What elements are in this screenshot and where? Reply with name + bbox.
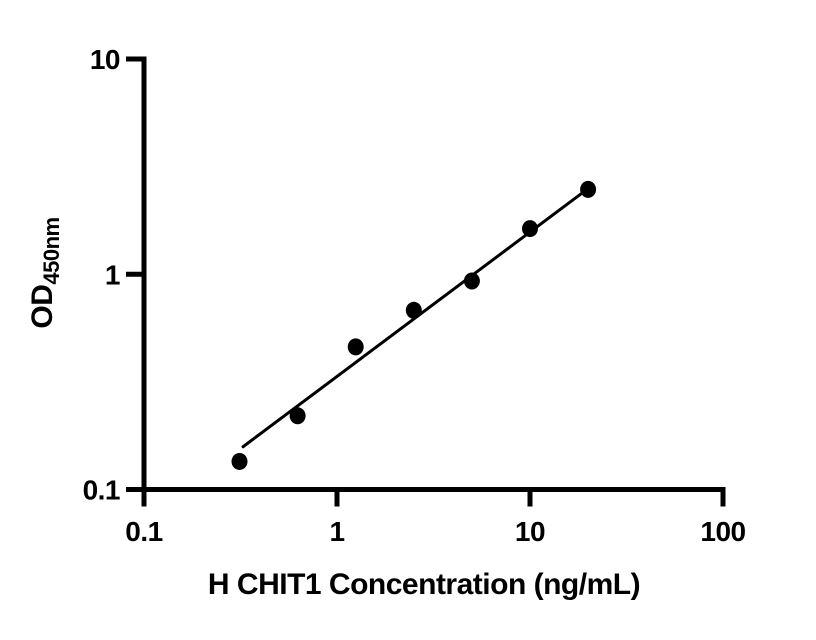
data-points — [231, 180, 597, 470]
axis-spine — [141, 56, 726, 492]
x-tick-label: 10 — [515, 516, 545, 547]
y-axis-title: OD450nm — [26, 217, 64, 328]
x-tick-label: 1 — [329, 516, 344, 547]
x-tick-label: 100 — [700, 516, 745, 547]
y-tick-label: 1 — [105, 259, 120, 290]
data-point — [347, 338, 364, 356]
data-point — [463, 272, 480, 290]
axes — [141, 56, 726, 492]
axis-ticks — [126, 56, 726, 507]
x-tick-label: 0.1 — [125, 516, 162, 547]
y-tick-label: 0.1 — [83, 475, 120, 506]
tick-labels: 0.1 1 10 100 0.1 1 10 — [83, 44, 747, 547]
data-point — [405, 301, 422, 319]
data-point — [289, 407, 306, 425]
data-point — [522, 220, 538, 238]
y-axis-title-subscript: 450nm — [39, 217, 64, 284]
y-tick-label: 10 — [90, 44, 120, 75]
data-point — [580, 180, 597, 198]
data-point — [231, 452, 248, 470]
y-axis-title-base: OD — [26, 285, 59, 329]
x-axis-title: H CHIT1 Concentration (ng/mL) — [208, 568, 640, 601]
